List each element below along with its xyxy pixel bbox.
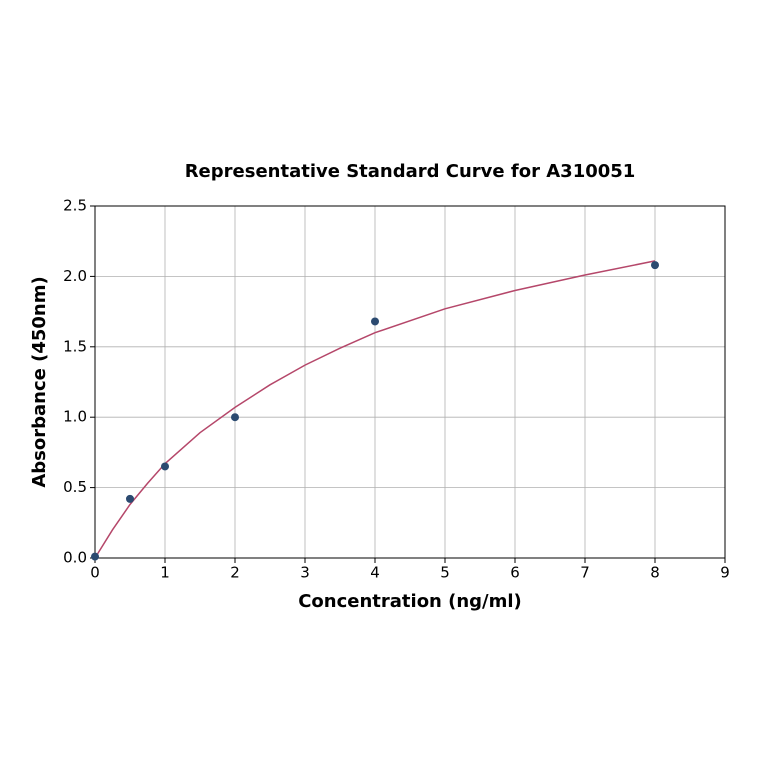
x-tick-label: 9 [720,564,730,582]
x-tick-label: 0 [90,564,100,582]
y-tick-label: 1.5 [63,337,87,355]
plot-frame [94,205,726,559]
x-tick-label: 6 [510,564,520,582]
data-point [231,413,239,422]
x-axis-title: Concentration (ng/ml) [298,591,522,612]
x-tick-label: 3 [300,564,310,582]
x-tick-label: 8 [650,564,660,582]
x-tick-label: 5 [440,564,450,582]
y-axis-title: Absorbance (450nm) [29,276,50,487]
y-tick-label: 1.0 [63,408,87,426]
y-tick-label: 0.5 [63,478,87,496]
fit-curve [94,260,656,559]
y-tick-label: 2.5 [63,197,87,215]
data-point [371,317,379,326]
data-point [91,552,99,561]
data-point [126,494,134,503]
y-tick-label: 0.0 [63,549,87,567]
chart-title: Representative Standard Curve for A31005… [185,161,636,182]
x-tick-label: 2 [230,564,240,582]
x-tick-label: 7 [580,564,590,582]
y-tick-label: 2.0 [63,267,87,285]
data-point [161,462,169,471]
x-tick-label: 4 [370,564,380,582]
x-tick-label: 1 [160,564,170,582]
data-point [651,261,659,270]
